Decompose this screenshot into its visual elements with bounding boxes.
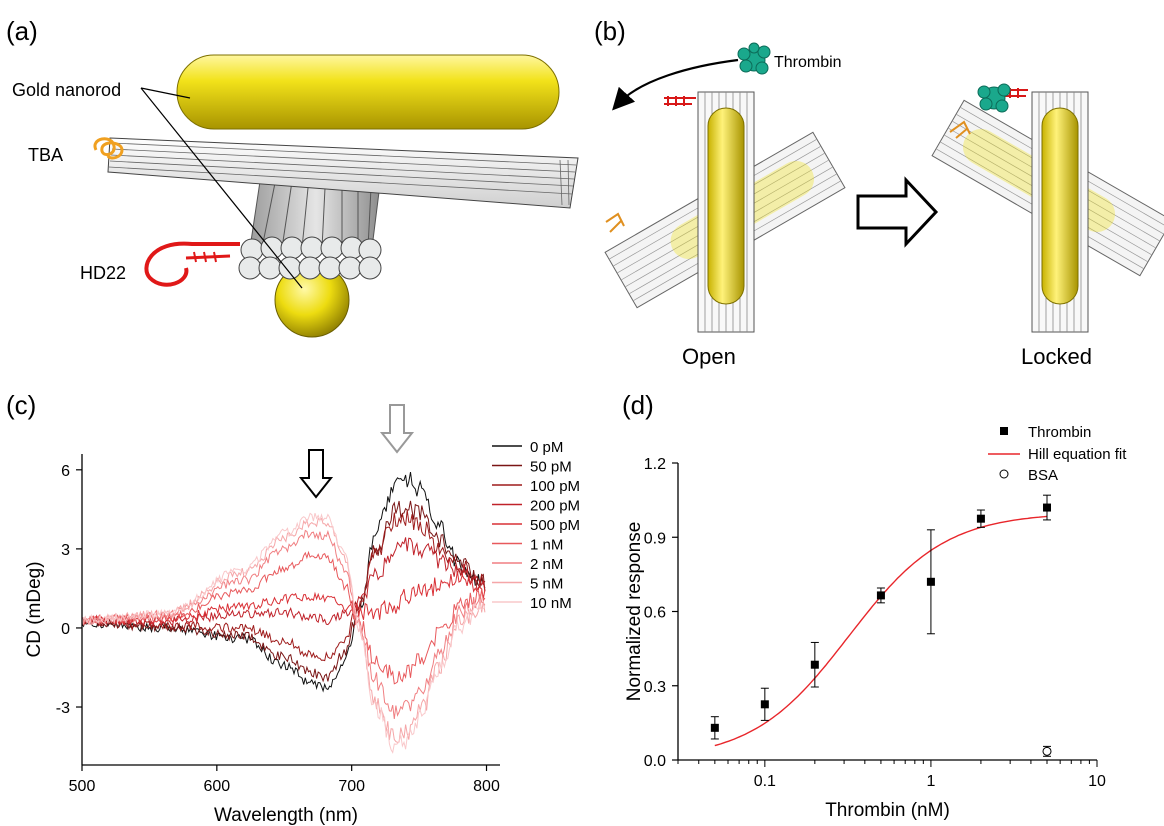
panel-b-open-label: Open — [682, 344, 736, 369]
panel-c-x-tick-label: 600 — [203, 778, 230, 795]
panel-c-legend-label: 5 nM — [530, 576, 563, 593]
panel-d-x-tick-label: 10 — [1088, 773, 1106, 790]
panel-d-thrombin-point — [760, 700, 769, 709]
panel-d-legend-label: Thrombin — [1028, 424, 1091, 441]
panel-c-legend-label: 1 nM — [530, 537, 563, 554]
panel-c-arrow-gray — [379, 404, 415, 454]
panel-d-legend-marker-bsa — [999, 469, 1009, 479]
panel-d-y-axis-title: Normalized response — [624, 522, 645, 702]
panel-b-locked-label: Locked — [1021, 344, 1092, 369]
panel-b-binding-arrow — [612, 58, 739, 111]
panel-c-y-axis-title: CD (mDeg) — [24, 561, 45, 657]
panel-a-callout-tba: TBA — [28, 145, 63, 165]
panel-a-tba-aptamer — [93, 137, 124, 160]
panel-d-thrombin-point — [710, 723, 719, 732]
panel-b-thrombin-molecule — [737, 42, 771, 75]
panel-a-callout-hd22: HD22 — [80, 263, 126, 283]
panel-d-y-tick-label: 0.9 — [644, 530, 666, 547]
panel-c-series-line — [81, 500, 486, 683]
panel-d-y-tick-label: 0.6 — [644, 605, 666, 622]
panel-d: (d) 0.0 0.3 0.6 0.9 1.2 0.1 1 10 Thrombin (nM) No… — [622, 390, 1127, 821]
panel-c-x-tick-label: 700 — [338, 778, 365, 795]
panel-b-transition-arrow — [856, 176, 939, 248]
panel-b-locked-structure — [931, 83, 1164, 333]
panel-a-helix-ends — [238, 236, 382, 280]
panel-d-thrombin-point — [926, 577, 935, 586]
panel-d-legend-marker-thrombin — [1000, 427, 1008, 435]
panel-c-legend-label: 500 pM — [530, 517, 580, 534]
panel-a-hd22-aptamer — [144, 241, 240, 287]
panel-c-y-tick-label: -3 — [56, 700, 70, 717]
panel-a-gold-nanorod — [176, 54, 560, 130]
panel-c-legend-label: 100 pM — [530, 478, 580, 495]
panel-c-series-group — [81, 472, 486, 754]
panel-c-series-line — [81, 472, 486, 693]
panel-c-x-tick-label: 800 — [473, 778, 500, 795]
panel-b-label: (b) — [594, 16, 626, 46]
panel-c-x-axis-title: Wavelength (nm) — [214, 805, 358, 826]
panel-d-x-axis-title: Thrombin (nM) — [825, 800, 950, 821]
panel-b-thrombin-label: Thrombin — [774, 54, 842, 71]
panel-d-legend-label: BSA — [1028, 467, 1058, 484]
panel-c-chart: 500 600 700 800 -3 0 3 6 Wavelength (nm) CD (mDeg… — [24, 404, 580, 826]
panel-c: (c) 500 600 700 800 -3 0 3 6 Wavelength (nm) CD (… — [6, 390, 580, 826]
panel-c-legend-label: 2 nM — [530, 556, 563, 573]
panel-b: (b) Thrombin — [594, 16, 1164, 369]
panel-c-arrow-black — [298, 449, 334, 499]
panel-d-label: (d) — [622, 390, 654, 420]
panel-a: (a) — [6, 16, 579, 338]
panel-c-axes: 500 600 700 800 -3 0 3 6 Wavelength (nm) CD (mDeg… — [24, 454, 500, 826]
panel-d-x-tick-label: 0.1 — [754, 773, 776, 790]
panel-c-legend-label: 10 nM — [530, 595, 572, 612]
panel-c-legend: 0 pM 50 pM 100 pM 200 pM 500 pM 1 nM 2 nM 5 nM 1… — [492, 439, 580, 612]
panel-d-thrombin-point — [976, 514, 985, 523]
panel-c-series-line — [81, 517, 486, 743]
panel-d-x-tick-label: 1 — [926, 773, 935, 790]
panel-c-legend-label: 200 pM — [530, 498, 580, 515]
panel-b-open-structure — [604, 91, 846, 333]
panel-d-thrombin-point — [876, 591, 885, 600]
panel-c-legend-label: 0 pM — [530, 439, 563, 456]
panel-c-x-tick-label: 500 — [69, 778, 96, 795]
panel-d-bsa-point — [1042, 746, 1052, 756]
panel-c-legend-label: 50 pM — [530, 459, 572, 476]
panel-a-callout-lines — [140, 87, 303, 289]
panel-d-legend: Thrombin Hill equation fit BSA — [988, 424, 1127, 484]
panel-c-y-tick-label: 0 — [61, 621, 70, 638]
panel-d-y-tick-label: 0.3 — [644, 679, 666, 696]
panel-d-thrombin-point — [1043, 503, 1052, 512]
panel-d-points-group — [710, 494, 1052, 757]
panel-d-legend-label: Hill equation fit — [1028, 446, 1127, 463]
panel-c-y-tick-label: 3 — [61, 542, 70, 559]
panel-a-horizontal-bundle — [107, 137, 579, 209]
panel-c-series-line — [81, 512, 486, 754]
panel-a-label: (a) — [6, 16, 38, 46]
panel-c-label: (c) — [6, 390, 36, 420]
panel-a-callout-gold-nanorod: Gold nanorod — [12, 80, 121, 100]
panel-d-y-tick-label: 0.0 — [644, 753, 666, 770]
panel-c-series-line — [81, 537, 486, 628]
panel-d-thrombin-point — [810, 660, 819, 669]
panel-d-chart: 0.0 0.3 0.6 0.9 1.2 0.1 1 10 Thrombin (nM) Normal… — [624, 424, 1127, 821]
panel-d-y-tick-label: 1.2 — [644, 456, 666, 473]
panel-c-y-tick-label: 6 — [61, 463, 70, 480]
panel-d-axes: 0.0 0.3 0.6 0.9 1.2 0.1 1 10 Thrombin (nM) Normal… — [624, 456, 1106, 821]
